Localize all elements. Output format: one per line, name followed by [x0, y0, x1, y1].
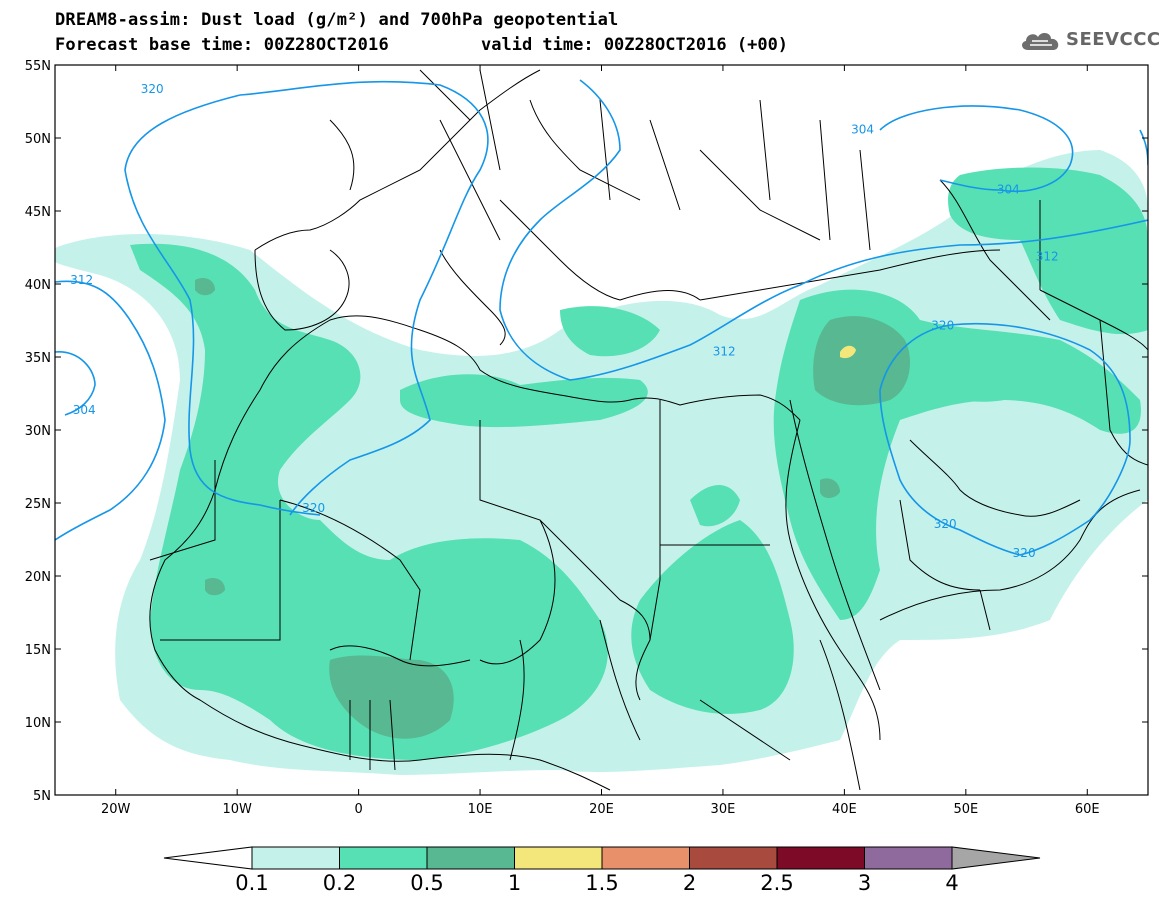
colorbar-under-arrow — [163, 846, 253, 870]
colorbar-box — [601, 846, 690, 870]
seevccc-logo: SEEVCCC — [1018, 26, 1160, 56]
lon-tick-label: 20E — [589, 802, 614, 817]
colorbar-box — [251, 846, 340, 870]
lon-tick-label: 60E — [1075, 802, 1100, 817]
lon-tick-label: 50E — [953, 802, 978, 817]
colorbar-box — [339, 846, 428, 870]
contour-label: 320 — [1013, 546, 1036, 560]
colorbar — [163, 846, 1041, 870]
logo-text: SEEVCCC — [1066, 29, 1161, 50]
dust-map: 5N 10N 15N 20N 25N 30N 35N 40N 45N 50N 55N 20W 10W 0… — [25, 59, 1149, 817]
map-title: DREAM8-assim: Dust load (g/m²) and 700hP… — [55, 10, 619, 30]
longitude-ticks: 20W 10W 0 10E 20E 30E 40E 50E 60E — [101, 65, 1100, 817]
colorbar-over-arrow — [951, 846, 1041, 870]
contour-label: 304 — [851, 123, 874, 137]
lat-tick-label: 50N — [25, 132, 51, 147]
lon-tick-label: 20W — [101, 802, 131, 817]
contour-label: 304 — [73, 403, 96, 417]
contour-label: 312 — [1036, 250, 1059, 264]
dust-shading-0-5 — [195, 278, 910, 739]
colorbar-label: 0.2 — [322, 871, 357, 895]
colorbar-label: 2.5 — [760, 871, 794, 895]
colorbar-box — [426, 846, 515, 870]
lon-tick-label: 10E — [468, 802, 493, 817]
contour-label: 320 — [931, 318, 954, 332]
lat-tick-label: 15N — [25, 643, 51, 658]
lon-tick-label: 40E — [832, 802, 857, 817]
cloud-icon — [1022, 33, 1059, 50]
country-borders — [149, 69, 1148, 791]
lat-tick-label: 40N — [25, 278, 51, 293]
contour-label: 304 — [997, 183, 1020, 197]
geopotential-contours — [55, 79, 1148, 556]
colorbar-label: 2 — [682, 871, 697, 895]
lat-tick-label: 30N — [25, 424, 51, 439]
lon-tick-label: 30E — [711, 802, 736, 817]
colorbar-label: 1 — [507, 871, 522, 895]
colorbar-label: 4 — [945, 871, 959, 895]
latitude-ticks: 5N 10N 15N 20N 25N 30N 35N 40N 45N 50N 55N — [25, 59, 1148, 804]
lat-tick-label: 25N — [25, 497, 51, 512]
contour-label: 320 — [141, 82, 164, 96]
lat-tick-label: 10N — [25, 716, 51, 731]
lat-tick-label: 5N — [33, 789, 51, 804]
lat-tick-label: 20N — [25, 570, 51, 585]
colorbar-box — [514, 846, 603, 870]
colorbar-label: 0.5 — [410, 871, 444, 895]
colorbar-box — [689, 846, 778, 870]
contour-label: 312 — [713, 345, 736, 359]
colorbar-label: 0.1 — [235, 871, 269, 895]
forecast-base-time: Forecast base time: 00Z28OCT2016 — [55, 35, 389, 55]
lon-tick-label: 0 — [354, 802, 362, 817]
lat-tick-label: 35N — [25, 351, 51, 366]
lat-tick-label: 55N — [25, 59, 51, 74]
lon-tick-label: 10W — [222, 802, 252, 817]
contour-label: 312 — [70, 273, 93, 287]
contour-label: 320 — [302, 501, 325, 515]
colorbar-label: 3 — [857, 871, 872, 895]
contour-labels: 320 312 304 320 304 304 312 312 320 320 320 — [70, 82, 1059, 560]
dust-shading-1 — [840, 345, 856, 359]
lat-tick-label: 45N — [25, 205, 51, 220]
colorbar-box — [864, 846, 953, 870]
colorbar-label: 1.5 — [585, 871, 619, 895]
colorbar-box — [776, 846, 865, 870]
valid-time: valid time: 00Z28OCT2016 (+00) — [481, 35, 789, 55]
contour-label: 320 — [934, 517, 957, 531]
